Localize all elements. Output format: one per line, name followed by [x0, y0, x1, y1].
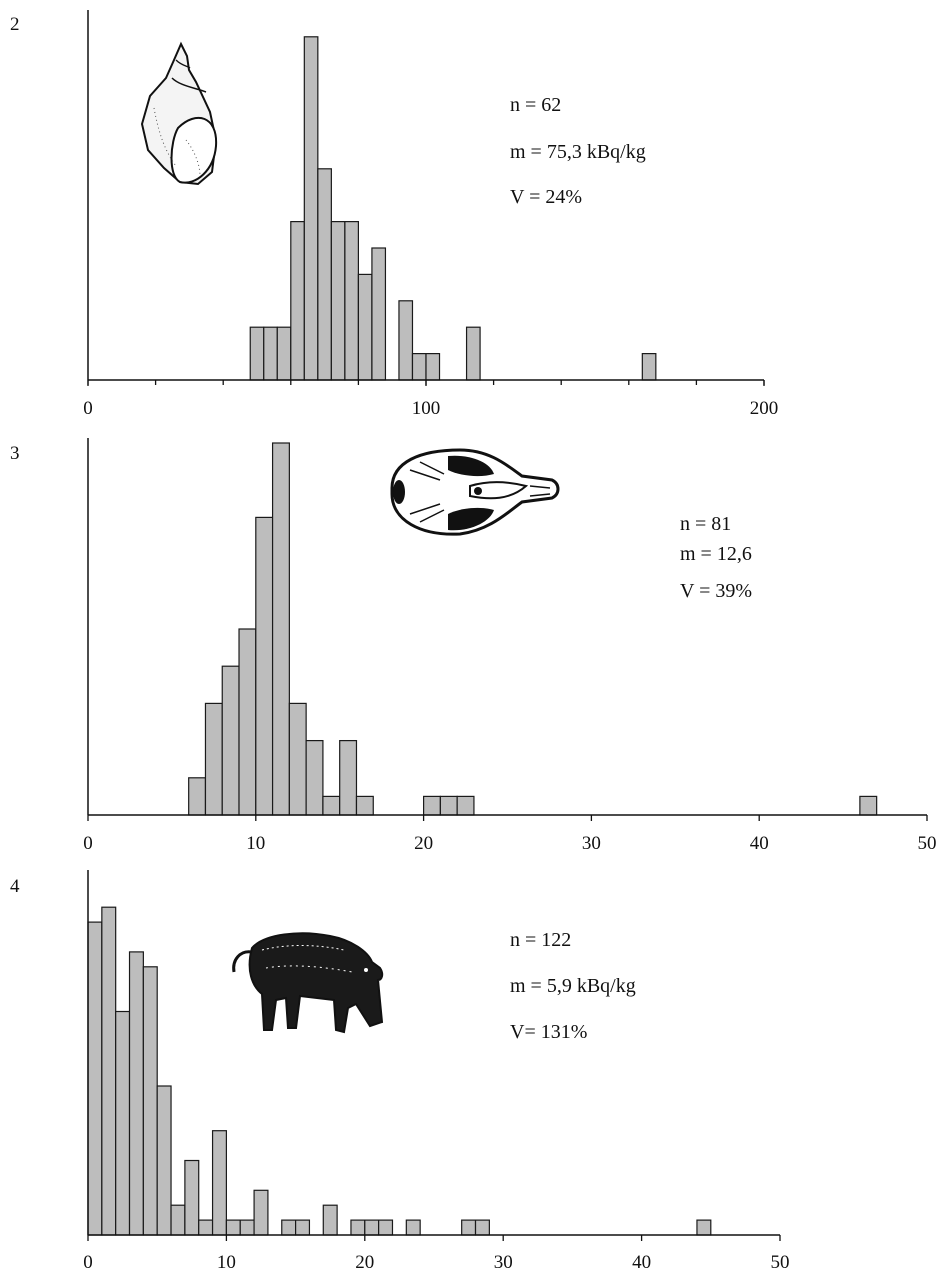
histogram-bar [239, 1219, 255, 1236]
x-tick-label: 10 [217, 1252, 236, 1273]
x-tick-label: 100 [412, 398, 441, 419]
x-tick-label: 40 [632, 1252, 651, 1273]
stat-v: V = 39% [680, 580, 752, 602]
histogram-bar [344, 221, 360, 381]
histogram-bar [371, 247, 387, 381]
bars-group [188, 442, 878, 816]
histogram-bar [225, 1219, 241, 1236]
histogram-bar [322, 1204, 338, 1236]
stat-n: n = 81 [680, 513, 731, 535]
histogram-bar [439, 795, 458, 816]
histogram-bar [474, 1219, 490, 1236]
x-tick-label: 0 [83, 1252, 93, 1273]
histogram-panel-4: 4 0 10 20 30 40 50 n = 122 m = 5,9 kBq/kg V= … [10, 870, 790, 1273]
histogram-bar [211, 1130, 227, 1236]
histogram-bar [696, 1219, 712, 1236]
histogram-bar [271, 442, 290, 816]
stat-n: n = 62 [510, 94, 561, 116]
histogram-bar [295, 1219, 311, 1236]
x-tick-label: 200 [750, 398, 779, 419]
stat-m: m = 5,9 kBq/kg [510, 975, 636, 997]
histogram-panel-2: 2 0 100 200 n = 62 m = 75,3 kBq/kg V = 24% [10, 10, 778, 419]
histogram-bar [101, 906, 117, 1236]
x-tick-label: 20 [414, 833, 433, 854]
axes-group: 0 10 20 30 40 50 [83, 870, 790, 1273]
histogram-bar [405, 1219, 421, 1236]
histogram-bar [87, 921, 103, 1236]
histogram-bar [142, 966, 158, 1236]
histogram-bar [423, 795, 441, 816]
stat-m: m = 12,6 [680, 543, 752, 565]
axes-group: 0 10 20 30 40 50 [83, 438, 937, 854]
histogram-bar [378, 1219, 394, 1236]
histogram-bar [355, 795, 374, 816]
histogram-bar [425, 353, 441, 381]
histogram-bar [465, 326, 481, 381]
histogram-bar [204, 702, 223, 816]
histogram-bar [339, 739, 358, 816]
x-tick-label: 50 [918, 833, 937, 854]
histogram-bar [221, 665, 240, 816]
histogram-bar [305, 739, 324, 816]
x-tick-label: 30 [494, 1252, 513, 1273]
histogram-bar [411, 353, 427, 381]
histogram-bar [288, 702, 307, 816]
x-tick-label: 20 [355, 1252, 374, 1273]
histogram-bar [330, 221, 346, 381]
wild-boar-icon [232, 932, 384, 1034]
histogram-bar [357, 273, 373, 381]
panel-number: 3 [10, 443, 20, 464]
x-tick-label: 0 [83, 398, 93, 419]
histogram-bar [156, 1085, 172, 1236]
x-tick-label: 0 [83, 833, 93, 854]
histogram-bar [115, 1010, 131, 1236]
histogram-bar [859, 795, 878, 816]
histogram-bar [276, 326, 292, 381]
histogram-bar [350, 1219, 366, 1236]
x-tick-label: 30 [582, 833, 601, 854]
animal-skull-icon [390, 448, 560, 536]
histogram-bar [170, 1204, 186, 1236]
histogram-bar [322, 795, 341, 816]
histogram-bar [317, 168, 332, 381]
histogram-bar [253, 1189, 269, 1236]
stat-n: n = 122 [510, 929, 571, 951]
stat-m: m = 75,3 kBq/kg [510, 141, 646, 163]
x-tick-label: 10 [246, 833, 265, 854]
snail-shell-icon [140, 41, 218, 186]
histogram-bar [184, 1159, 200, 1236]
histogram-panel-3: 3 0 10 20 30 40 50 n = 81 m = 12,6 V = 39% [10, 438, 937, 854]
histogram-bar [188, 777, 207, 816]
histogram-bar [290, 221, 305, 381]
histogram-bar [456, 795, 475, 816]
histogram-bar [249, 326, 265, 381]
histogram-bar [263, 326, 278, 381]
stat-v: V= 131% [510, 1021, 587, 1043]
histogram-bar [128, 951, 144, 1236]
histogram-bar [255, 516, 274, 816]
x-tick-label: 50 [771, 1252, 790, 1273]
histogram-bar [238, 628, 257, 816]
bars-group [249, 36, 657, 381]
histogram-bar [198, 1219, 214, 1236]
histogram-bar [398, 300, 414, 381]
panel-number: 2 [10, 14, 20, 35]
histogram-bar [641, 353, 657, 381]
stat-v: V = 24% [510, 186, 582, 208]
x-tick-label: 40 [750, 833, 769, 854]
histogram-bar [461, 1219, 477, 1236]
bars-group [87, 906, 712, 1236]
axes-group: 0 100 200 [83, 10, 778, 419]
panel-number: 4 [10, 876, 20, 897]
histogram-bar [364, 1219, 380, 1236]
histogram-bar [281, 1219, 297, 1236]
histogram-bar [303, 36, 319, 381]
